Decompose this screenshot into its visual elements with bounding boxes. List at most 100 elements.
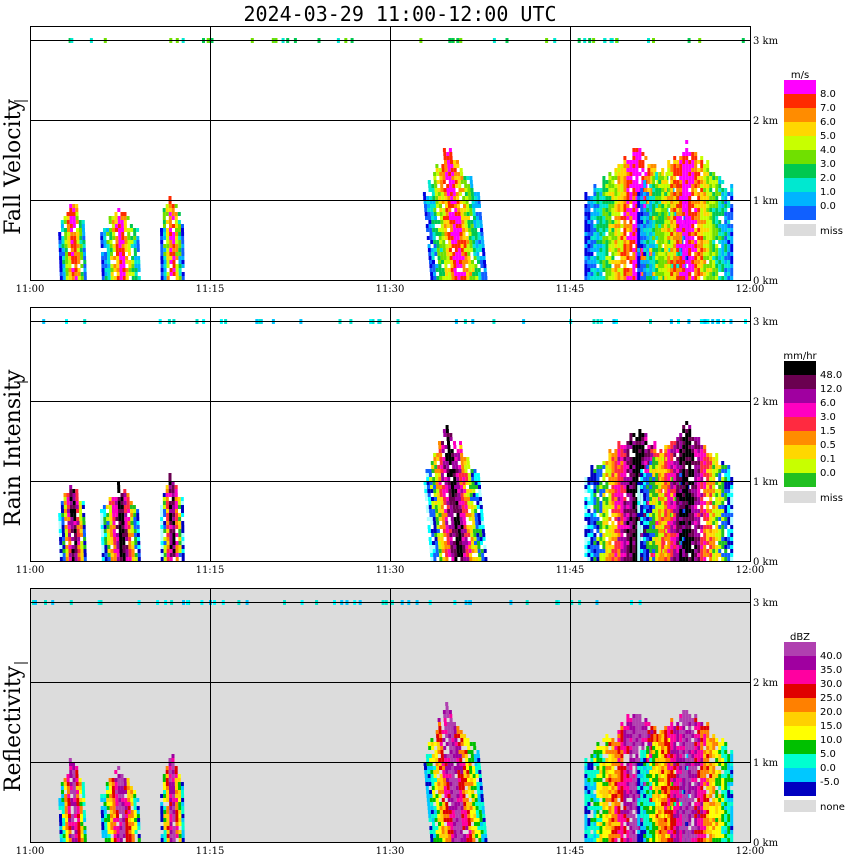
heatmap-cell xyxy=(454,244,458,248)
heatmap-cell xyxy=(676,256,680,260)
colorbar-swatch xyxy=(784,164,816,178)
heatmap-cell xyxy=(685,441,689,445)
heatmap-cell xyxy=(673,501,677,505)
heatmap-cell xyxy=(602,513,606,517)
heatmap-cell xyxy=(649,489,653,493)
heatmap-cell xyxy=(117,485,121,489)
heatmap-cell xyxy=(724,196,728,200)
heatmap-cell xyxy=(472,493,476,497)
heatmap-cell xyxy=(649,228,653,232)
heatmap-cell xyxy=(655,244,659,248)
heatmap-cell xyxy=(691,457,695,461)
heatmap-cell xyxy=(646,220,650,224)
heatmap-cell xyxy=(694,192,698,196)
heatmap-cell xyxy=(670,196,674,200)
heatmap-cell xyxy=(679,192,683,196)
heatmap-cell xyxy=(646,505,650,509)
heatmap-cell xyxy=(446,252,450,256)
heatmap-cell xyxy=(629,445,633,449)
heatmap-cell xyxy=(643,268,647,272)
heatmap-cell xyxy=(127,529,131,533)
heatmap-cell xyxy=(659,529,663,533)
heatmap-cell xyxy=(584,208,588,212)
heatmap-cell xyxy=(709,216,713,220)
heatmap-cell xyxy=(649,473,653,477)
heatmap-cell xyxy=(682,501,686,505)
heatmap-cell xyxy=(632,521,636,525)
heatmap-cell xyxy=(691,489,695,493)
heatmap-cell xyxy=(718,268,722,272)
heatmap-cell xyxy=(712,232,716,236)
heatmap-cell xyxy=(697,549,701,553)
heatmap-cell xyxy=(178,272,182,276)
heatmap-cell xyxy=(691,437,695,441)
heatmap-cell xyxy=(638,461,642,465)
heatmap-cell xyxy=(694,501,698,505)
heatmap-cell xyxy=(685,557,689,561)
heatmap-cell xyxy=(637,224,641,228)
heatmap-cell xyxy=(656,453,660,457)
heatmap-cell xyxy=(112,521,116,525)
heatmap-cell xyxy=(584,497,588,501)
heatmap-cell xyxy=(443,256,447,260)
heatmap-cell xyxy=(452,256,456,260)
heatmap-cell xyxy=(691,164,695,168)
heatmap-cell xyxy=(473,256,477,260)
heatmap-cell xyxy=(160,240,164,244)
heatmap-cell xyxy=(60,505,64,509)
heatmap-cell xyxy=(599,549,603,553)
heatmap-cell xyxy=(457,204,460,208)
heatmap-cell xyxy=(593,473,597,477)
heatmap-cell xyxy=(685,473,689,477)
heatmap-cell xyxy=(444,200,448,204)
heatmap-cell xyxy=(465,513,469,517)
heatmap-cell xyxy=(664,493,668,497)
heatmap-cell xyxy=(59,260,63,264)
heatmap-cell xyxy=(691,493,695,497)
heatmap-cell xyxy=(608,465,612,469)
heatmap-cell xyxy=(465,200,469,204)
heatmap-cell xyxy=(614,453,618,457)
heatmap-cell xyxy=(664,461,668,465)
heatmap-cell xyxy=(436,553,440,557)
heatmap-cell xyxy=(641,457,645,461)
heatmap-cell xyxy=(635,449,639,453)
heatmap-cell xyxy=(632,272,636,276)
heatmap-cell xyxy=(688,493,692,497)
heatmap-cell xyxy=(442,180,446,184)
heatmap-cell xyxy=(112,513,116,517)
heatmap-cell xyxy=(160,517,164,521)
heatmap-cell xyxy=(652,180,656,184)
heatmap-cell xyxy=(688,473,692,477)
heatmap-cell xyxy=(614,272,618,276)
heatmap-cell xyxy=(611,176,615,180)
heatmap-cell xyxy=(178,505,181,509)
heatmap-cell xyxy=(449,256,453,260)
heatmap-cell xyxy=(694,248,698,252)
heatmap-cell xyxy=(685,469,689,473)
heatmap-cell xyxy=(447,449,451,453)
heatmap-cell xyxy=(664,449,668,453)
heatmap-cell xyxy=(163,557,167,561)
heatmap-cell xyxy=(458,497,461,501)
heatmap-cell xyxy=(608,232,612,236)
heatmap-cell xyxy=(632,208,636,212)
heatmap-cell xyxy=(454,493,458,497)
heatmap-cell xyxy=(670,248,674,252)
heatmap-cell xyxy=(480,232,484,236)
heatmap-cell xyxy=(450,200,454,204)
heatmap-cell xyxy=(629,481,633,485)
heatmap-cell xyxy=(632,264,636,268)
heatmap-cell xyxy=(706,220,710,224)
heatmap-cell xyxy=(103,509,106,513)
heatmap-cell xyxy=(667,461,671,465)
heatmap-cell xyxy=(160,549,164,553)
heatmap-cell xyxy=(667,557,671,561)
heatmap-cell xyxy=(429,268,433,272)
heatmap-cell xyxy=(587,533,591,537)
heatmap-cell xyxy=(440,188,444,192)
heatmap-cell xyxy=(655,176,659,180)
heatmap-cell xyxy=(172,517,176,521)
heatmap-cell xyxy=(483,260,486,264)
heatmap-cell xyxy=(611,453,615,457)
